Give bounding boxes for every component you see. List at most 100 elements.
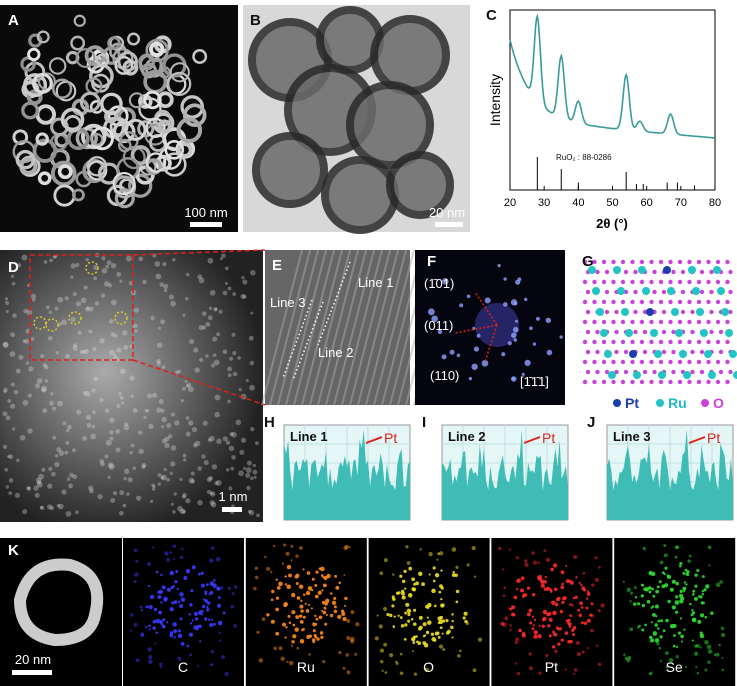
- signal-dot: [418, 615, 423, 620]
- signal-dot: [567, 622, 572, 627]
- atom-column: [239, 449, 245, 455]
- atom-column: [21, 254, 28, 261]
- atom-column: [180, 399, 184, 403]
- signal-dot: [399, 652, 403, 656]
- signal-dot: [350, 610, 355, 615]
- signal-dot: [720, 626, 725, 631]
- fringe: [373, 249, 415, 406]
- atom-column: [164, 436, 170, 442]
- atom-column: [10, 403, 16, 409]
- signal-dot: [422, 641, 427, 645]
- signal-dot: [289, 660, 294, 666]
- signal-dot: [302, 615, 306, 619]
- signal-dot: [227, 586, 232, 591]
- marker: [45, 318, 59, 332]
- signal-dot: [515, 662, 518, 665]
- signal-dot: [644, 623, 647, 627]
- atom-column: [52, 406, 57, 411]
- atom-column: [110, 497, 116, 503]
- signal-dot: [419, 548, 422, 551]
- signal-dot: [528, 608, 533, 613]
- atom-column: [193, 347, 199, 353]
- signal-dot: [669, 587, 674, 592]
- arrow: [365, 436, 383, 444]
- signal-dot: [148, 624, 151, 627]
- signal-dot: [680, 634, 684, 639]
- signal-dot: [633, 586, 637, 590]
- panel-label: E: [272, 257, 282, 274]
- atom-column: [160, 476, 165, 480]
- signal-dot: [406, 561, 411, 565]
- o-atom: [611, 359, 616, 365]
- signal-dot: [319, 631, 324, 635]
- o-atom: [671, 269, 676, 275]
- atom-column: [160, 319, 166, 325]
- signal-dot: [190, 622, 193, 625]
- ru-atom: [658, 371, 666, 379]
- o-atom: [709, 309, 714, 315]
- atom-column: [119, 395, 124, 400]
- signal-dot: [295, 581, 299, 585]
- atom-column: [56, 447, 62, 453]
- signal-dot: [509, 624, 512, 627]
- signal-dot: [689, 602, 692, 606]
- signal-dot: [322, 583, 327, 588]
- o-atom: [728, 369, 733, 375]
- intensity-profile: [284, 429, 410, 520]
- o-atom: [595, 349, 600, 355]
- x-tick-label: 70: [675, 197, 687, 209]
- signal-dot: [697, 619, 702, 624]
- signal-dot: [381, 669, 384, 672]
- atom-column: [179, 477, 183, 481]
- signal-dot: [338, 650, 342, 655]
- signal-dot: [707, 660, 711, 664]
- o-atom: [668, 319, 673, 325]
- o-atom: [630, 279, 635, 285]
- o-atom: [668, 279, 673, 285]
- atom-column: [231, 431, 237, 438]
- zone-axis: [1̄1̄1]: [520, 374, 549, 389]
- spot-label: (1̄01): [424, 276, 454, 291]
- o-atom: [601, 379, 607, 385]
- signal-dot: [445, 630, 450, 635]
- signal-dot: [276, 585, 281, 590]
- signal-dot: [404, 587, 407, 590]
- signal-dot: [531, 593, 536, 597]
- o-atom: [639, 299, 645, 305]
- signal-dot: [155, 631, 158, 634]
- signal-dot: [133, 580, 137, 583]
- particle: [51, 78, 73, 99]
- atom-column: [22, 509, 28, 515]
- signal-dot: [408, 566, 413, 571]
- signal-dot: [291, 592, 296, 598]
- signal-dot: [684, 665, 688, 669]
- signal-dot: [282, 622, 287, 627]
- atom-column: [170, 445, 177, 451]
- signal-dot: [295, 615, 300, 620]
- signal-dot: [320, 574, 324, 577]
- atom-column: [54, 461, 60, 468]
- signal-dot: [721, 668, 725, 672]
- atom-column: [230, 466, 235, 471]
- atom-column: [134, 329, 138, 333]
- signal-dot: [551, 645, 556, 649]
- signal-dot: [386, 612, 390, 617]
- atom-column: [72, 291, 77, 297]
- o-atom: [592, 319, 597, 325]
- signal-dot: [380, 659, 384, 664]
- atom-column: [103, 281, 110, 287]
- atom-column: [222, 436, 228, 442]
- atom-column: [44, 365, 49, 370]
- signal-dot: [526, 586, 531, 590]
- o-atom: [585, 309, 591, 315]
- atom-column: [17, 263, 22, 268]
- o-atom: [661, 289, 667, 295]
- atom-column: [136, 495, 142, 501]
- atom-column: [207, 257, 214, 264]
- o-atom: [623, 349, 629, 355]
- atom-column: [250, 270, 256, 276]
- particle: [57, 164, 73, 180]
- fringe: [309, 249, 351, 406]
- peak-label: Pt: [707, 430, 720, 446]
- o-atom: [652, 369, 657, 375]
